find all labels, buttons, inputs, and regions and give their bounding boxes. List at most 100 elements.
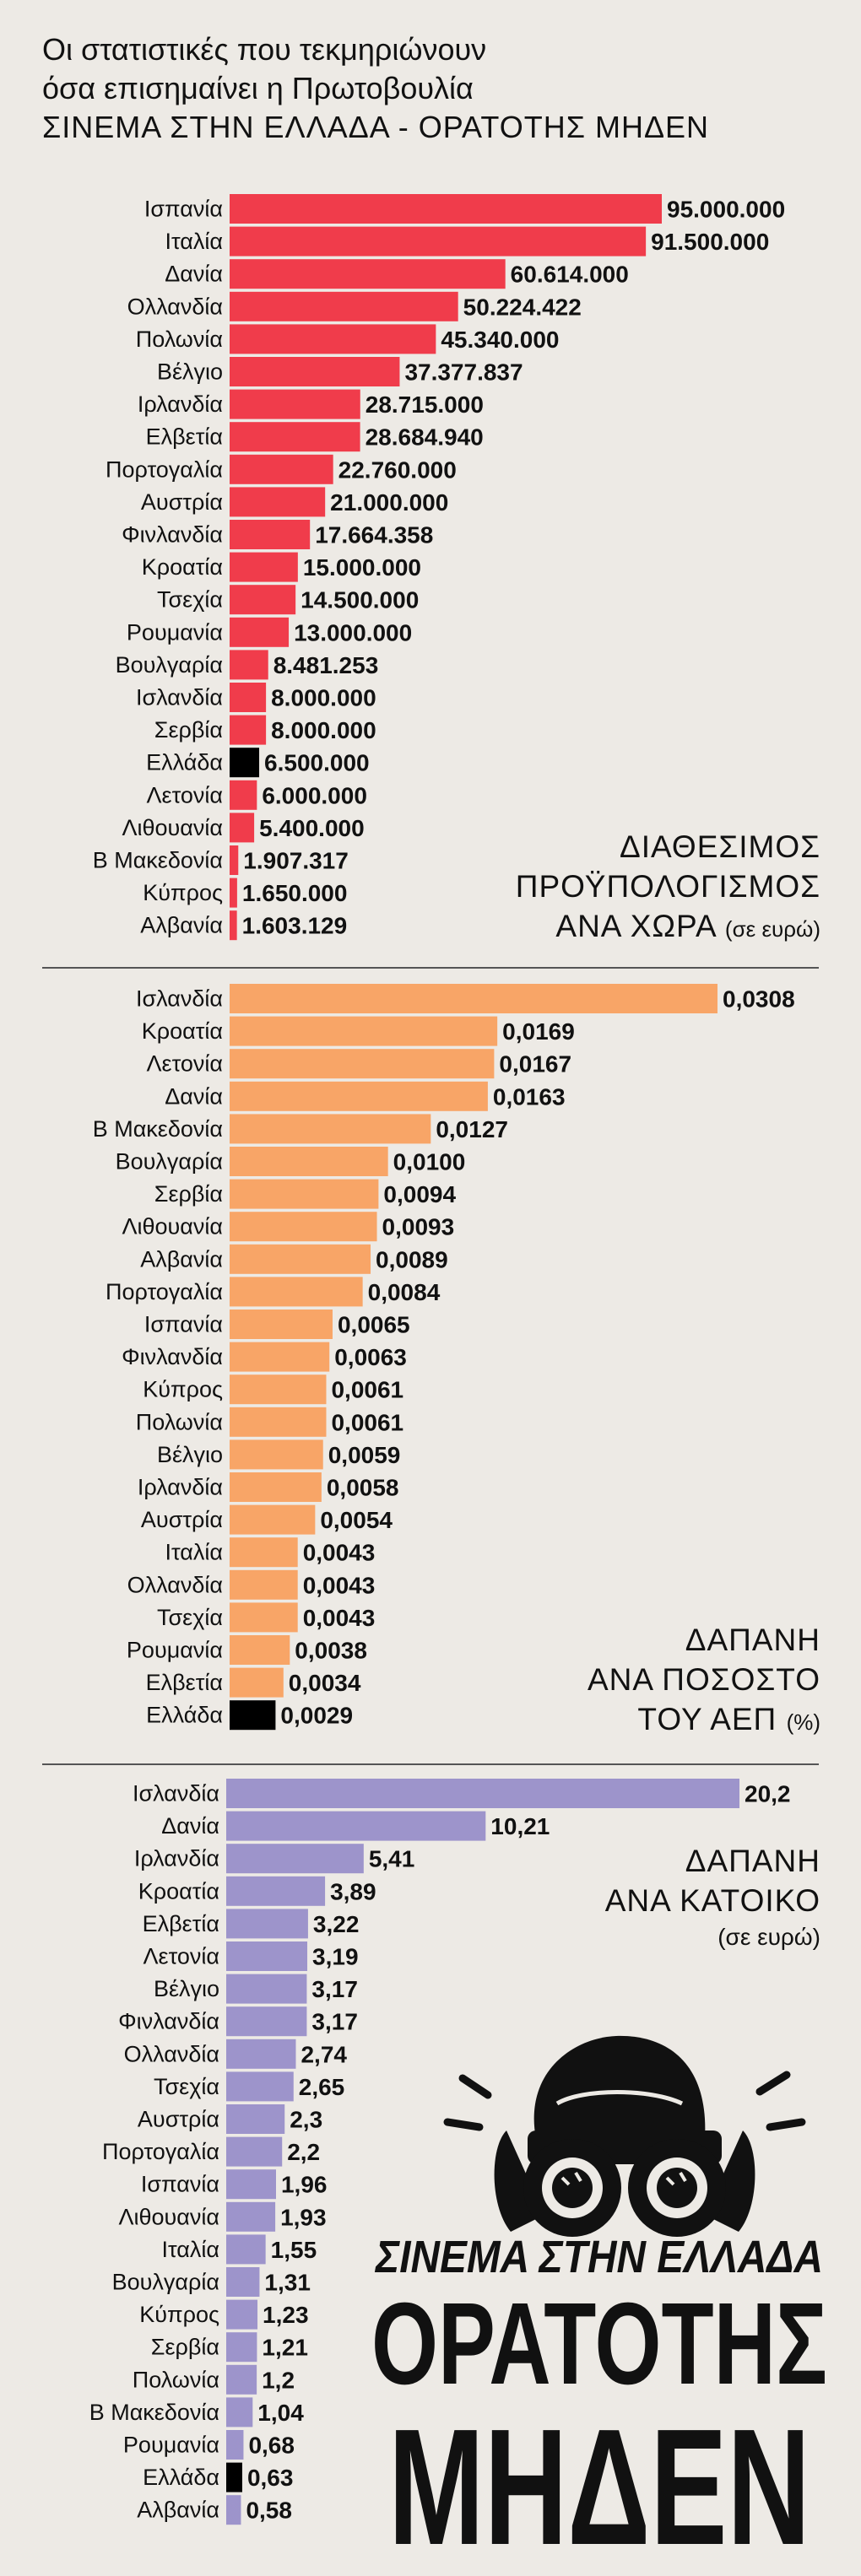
gdp-value-label: 0,0029 bbox=[280, 1703, 353, 1729]
gdp-bar bbox=[230, 1504, 316, 1535]
budget-bar bbox=[230, 585, 296, 615]
capita-category-label: Κροατία bbox=[138, 1878, 219, 1904]
gdp-category-label: Σερβία bbox=[154, 1181, 223, 1207]
oratotis-miden-logo: ΣΙΝΕΜΑ ΣΤΗΝ ΕΛΛΑΔΑ ΟΡΑΤΟΤΗΣ ΜΗΔΕΝ bbox=[371, 2035, 827, 2561]
budget-category-label: Φινλανδία bbox=[122, 522, 223, 548]
binocular-man-icon bbox=[443, 2035, 806, 2237]
header-line-1: Οι στατιστικές που τεκμηριώνουν bbox=[42, 32, 487, 67]
budget-category-label: Σερβία bbox=[154, 717, 223, 743]
budget-value-label: 28.715.000 bbox=[366, 392, 484, 418]
budget-category-label: Βέλγιο bbox=[157, 359, 223, 385]
budget-title-line-2: ΠΡΟΫΠΟΛΟΓΙΣΜΟΣ bbox=[515, 869, 820, 904]
capita-bar bbox=[226, 1941, 308, 1971]
budget-bar bbox=[230, 780, 257, 810]
budget-category-label: Κροατία bbox=[142, 554, 223, 580]
budget-value-label: 91.500.000 bbox=[651, 229, 769, 255]
budget-value-label: 95.000.000 bbox=[667, 197, 785, 223]
capita-category-label: Φινλανδία bbox=[118, 2009, 219, 2034]
budget-category-label: Λιθουανία bbox=[122, 815, 223, 840]
budget-bar bbox=[230, 910, 237, 941]
gdp-category-label: Βέλγιο bbox=[157, 1442, 223, 1467]
budget-bar bbox=[230, 291, 458, 321]
logo-line-3: ΜΗΔΕΝ bbox=[388, 2395, 810, 2561]
capita-value-label: 1,23 bbox=[263, 2302, 309, 2328]
capita-category-label: Τσεχία bbox=[154, 2074, 219, 2099]
capita-value-label: 1,2 bbox=[262, 2367, 295, 2393]
capita-value-label: 1,04 bbox=[257, 2400, 304, 2426]
budget-value-label: 22.760.000 bbox=[338, 456, 457, 483]
capita-value-label: 2,74 bbox=[301, 2041, 347, 2067]
capita-bar bbox=[226, 2397, 253, 2427]
budget-value-label: 6.500.000 bbox=[264, 750, 370, 776]
budget-chart: Ισπανία 95.000.000 Ιταλία 91.500.000 Δανία 60… bbox=[93, 194, 785, 941]
gdp-category-label: Ρουμανία bbox=[127, 1638, 223, 1663]
gdp-bar bbox=[230, 1439, 323, 1470]
budget-value-label: 21.000.000 bbox=[330, 489, 448, 516]
gdp-value-label: 0,0127 bbox=[436, 1116, 508, 1142]
budget-unit: (σε ευρώ) bbox=[724, 916, 820, 942]
gdp-share-chart: Ισλανδία 0,0308 Κροατία 0,0169 Λετονία 0,0167… bbox=[93, 984, 795, 1731]
gdp-value-label: 0,0054 bbox=[320, 1507, 393, 1533]
gdp-value-label: 0,0093 bbox=[382, 1214, 455, 1240]
budget-category-label: Ιρλανδία bbox=[138, 392, 223, 417]
capita-bar bbox=[226, 1844, 364, 1874]
budget-value-label: 14.500.000 bbox=[301, 587, 419, 613]
gdp-category-label: Αλβανία bbox=[140, 1246, 223, 1272]
gdp-category-label: Ιρλανδία bbox=[138, 1475, 223, 1500]
per-capita-chart: Ισλανδία 20,2 Δανία 10,21 Ιρλανδία 5,41 Κροατί… bbox=[89, 1779, 791, 2525]
budget-value-label: 15.000.000 bbox=[303, 554, 421, 581]
gdp-value-label: 0,0061 bbox=[331, 1409, 403, 1435]
gdp-value-label: 0,0169 bbox=[502, 1018, 575, 1045]
capita-bar bbox=[226, 1811, 486, 1841]
budget-bar bbox=[230, 357, 400, 386]
divider-2 bbox=[42, 1763, 819, 1765]
capita-bar bbox=[226, 2169, 276, 2200]
capita-bar bbox=[226, 2006, 307, 2037]
budget-value-label: 5.400.000 bbox=[259, 815, 365, 841]
gdp-category-label: Ισπανία bbox=[144, 1312, 223, 1337]
gdp-category-label: Λετονία bbox=[147, 1051, 223, 1077]
gdp-value-label: 0,0084 bbox=[368, 1279, 441, 1305]
budget-value-label: 1.603.129 bbox=[242, 913, 348, 939]
capita-bar bbox=[226, 1974, 307, 2004]
budget-bar bbox=[230, 422, 360, 452]
gdp-value-label: 0,0094 bbox=[383, 1181, 456, 1207]
gdp-category-label: Κροατία bbox=[142, 1018, 223, 1044]
gdp-title-line-1: ΔΑΠΑΝΗ bbox=[685, 1623, 820, 1657]
budget-bar bbox=[230, 389, 360, 419]
gdp-category-label: Ελλάδα bbox=[146, 1703, 223, 1728]
budget-category-label: Ρουμανία bbox=[127, 619, 223, 645]
capita-category-label: Πορτογαλία bbox=[102, 2139, 219, 2164]
capita-category-label: Ισπανία bbox=[141, 2172, 219, 2197]
capita-bar bbox=[226, 2201, 276, 2232]
gdp-category-label: Φινλανδία bbox=[122, 1344, 223, 1369]
gdp-category-label: Ελβετία bbox=[146, 1670, 223, 1695]
capita-bar bbox=[226, 2299, 258, 2330]
gdp-value-label: 0,0043 bbox=[303, 1540, 376, 1566]
capita-bar bbox=[226, 2039, 296, 2069]
budget-category-label: Πορτογαλία bbox=[106, 456, 223, 482]
capita-value-label: 3,89 bbox=[330, 1878, 376, 1904]
budget-bar bbox=[230, 650, 268, 680]
gdp-category-label: Β Μακεδονία bbox=[93, 1116, 223, 1142]
budget-bar bbox=[230, 683, 267, 712]
gdp-bar bbox=[230, 1310, 333, 1339]
gdp-bar bbox=[230, 1472, 322, 1502]
capita-category-label: Πολωνία bbox=[133, 2367, 219, 2392]
capita-category-label: Βουλγαρία bbox=[112, 2270, 219, 2295]
budget-value-label: 50.224.422 bbox=[463, 294, 582, 320]
capita-bar bbox=[226, 2332, 257, 2363]
gdp-category-label: Κύπρος bbox=[143, 1377, 223, 1402]
capita-bar bbox=[226, 1779, 739, 1808]
capita-category-label: Σερβία bbox=[151, 2335, 219, 2360]
budget-value-label: 13.000.000 bbox=[294, 619, 412, 645]
capita-bar bbox=[226, 2267, 260, 2297]
capita-value-label: 0,58 bbox=[246, 2498, 292, 2524]
gdp-title-line-3: ΤΟΥ ΑΕΠ bbox=[637, 1702, 777, 1736]
budget-bar bbox=[230, 845, 239, 875]
budget-category-label: Πολωνία bbox=[136, 327, 223, 352]
capita-title-line-1: ΔΑΠΑΝΗ bbox=[685, 1844, 820, 1878]
budget-category-label: Ελλάδα bbox=[146, 750, 223, 775]
capita-bar bbox=[226, 1909, 308, 1939]
capita-category-label: Ελλάδα bbox=[143, 2465, 219, 2490]
